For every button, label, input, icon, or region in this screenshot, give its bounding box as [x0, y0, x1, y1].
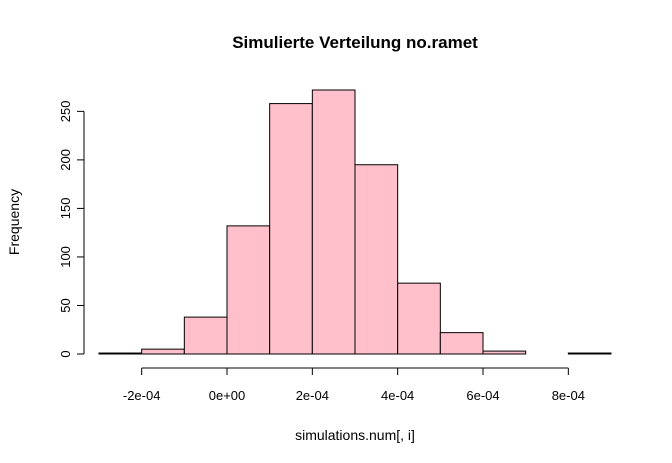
y-tick-label: 200 [58, 149, 73, 171]
y-tick-label: 50 [58, 298, 73, 312]
x-tick-label: 4e-04 [381, 388, 414, 403]
histogram-bar [183, 316, 228, 355]
histogram-bar [141, 348, 185, 355]
histogram-bar [567, 352, 612, 355]
histogram-bar [482, 350, 527, 355]
x-axis-label: simulations.num[, i] [295, 427, 415, 443]
x-axis: -2e-04 0e+00 2e-04 4e-04 6e-04 8e-04 [123, 367, 585, 403]
y-tick-label: 0 [58, 350, 73, 357]
x-tick-label: -2e-04 [123, 388, 161, 403]
y-tick-label: 100 [58, 246, 73, 268]
histogram-bar [311, 89, 356, 355]
histogram-bar [98, 352, 143, 355]
x-tick-label: 2e-04 [296, 388, 329, 403]
histogram-bar [439, 332, 484, 355]
histogram-bar [269, 103, 313, 355]
histogram-bar [354, 164, 399, 355]
y-axis: 0 50 100 150 200 250 [58, 101, 85, 358]
y-axis-label: Frequency [6, 189, 22, 255]
y-tick-label: 150 [58, 198, 73, 220]
histogram-bar [397, 282, 441, 355]
y-tick-label: 250 [58, 101, 73, 123]
x-tick-label: 0e+00 [209, 388, 246, 403]
x-tick-label: 6e-04 [466, 388, 499, 403]
chart-title: Simulierte Verteilung no.ramet [232, 33, 478, 52]
histogram-bar [226, 225, 271, 355]
bars-group [98, 89, 612, 355]
x-tick-label: 8e-04 [552, 388, 585, 403]
